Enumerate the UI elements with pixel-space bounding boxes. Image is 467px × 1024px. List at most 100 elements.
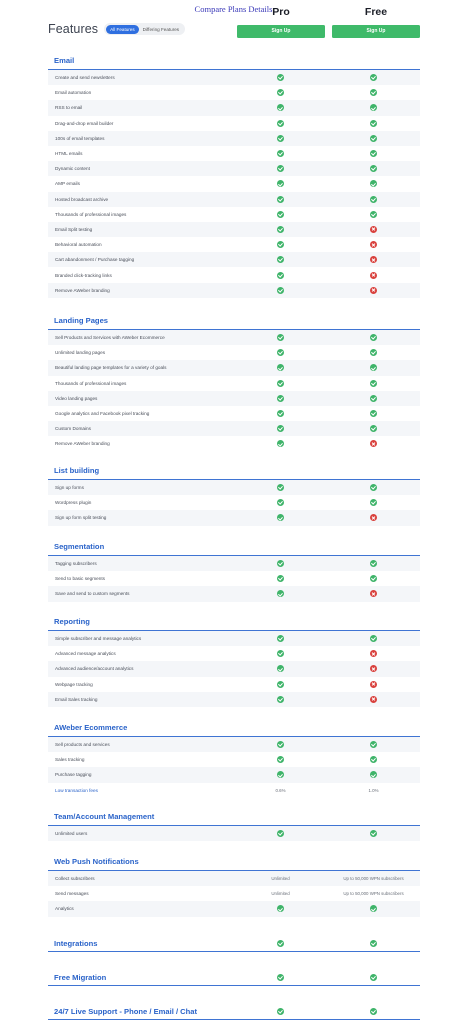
free-check-icon — [370, 410, 377, 418]
free-check-icon — [370, 334, 377, 342]
free-value: Up to 50,000 WPN subscribers — [343, 891, 404, 897]
feature-label: Sell products and services — [55, 742, 110, 748]
pro-check-icon — [277, 560, 284, 568]
features-title: Features — [48, 22, 99, 36]
table-row: Drag-and-drop email builder — [48, 116, 420, 131]
table-row: Behavioral automation — [48, 237, 420, 252]
feature-label: Advanced audience/account analytics — [55, 666, 134, 672]
inline-section-0: Integrations — [48, 935, 420, 952]
free-check-icon — [370, 905, 377, 913]
section-title: 24/7 Live Support - Phone / Email / Chat — [54, 1006, 198, 1016]
pro-check-icon — [277, 410, 284, 418]
pro-check-icon — [277, 635, 284, 643]
pro-check-icon — [277, 195, 284, 203]
plan-free: Free Sign Up — [332, 6, 420, 38]
feature-label: Branded click-tracking links — [55, 272, 112, 278]
table-row: Simple subscriber and message analytics — [48, 631, 420, 647]
free-check-icon — [370, 349, 377, 357]
feature-label: Unlimited landing pages — [55, 350, 106, 356]
feature-label: Sign up forms — [55, 485, 84, 491]
feature-label: HTML emails — [55, 151, 83, 157]
section-title: List building — [48, 466, 420, 480]
feature-label: Dynamic content — [55, 166, 90, 172]
section-title: Integrations — [54, 938, 98, 948]
table-row: Google analytics and Facebook pixel trac… — [48, 406, 420, 421]
feature-label: Save and send to custom segments — [55, 591, 130, 597]
pro-check-icon — [277, 225, 284, 233]
all-features-tab[interactable]: All Features — [106, 24, 139, 34]
table-row: RSS to email — [48, 100, 420, 116]
pro-check-icon — [277, 334, 284, 342]
pro-check-icon — [277, 271, 284, 279]
free-check-icon — [370, 150, 377, 158]
inline-section-2: 24/7 Live Support - Phone / Email / Chat — [48, 1003, 420, 1020]
table-row: Webpage tracking — [48, 677, 420, 692]
feature-label: Thousands of professional images — [55, 211, 127, 217]
pro-check-icon — [277, 210, 284, 218]
feature-label: 100s of email templates — [55, 135, 105, 141]
section-title: Email — [48, 56, 420, 70]
differing-features-tab[interactable]: Differing Features — [142, 26, 180, 32]
pro-check-icon — [277, 440, 284, 448]
free-cross-icon — [370, 650, 377, 658]
table-row: Wordpress plugin — [48, 495, 420, 510]
free-cross-icon — [370, 271, 377, 279]
free-check-icon — [370, 364, 377, 372]
free-value: Up to 50,000 WPN subscribers — [343, 876, 404, 882]
feature-label: Remove AWeber branding — [55, 287, 110, 293]
section-2: List building Sign up forms Wordpress plug… — [48, 466, 420, 526]
feature-label: Create and send newsletters — [55, 75, 115, 81]
free-check-icon — [370, 89, 377, 97]
pro-value: 0.6% — [275, 787, 286, 793]
section-4: Reporting Simple subscriber and message a… — [48, 617, 420, 707]
pro-sign-up-button[interactable]: Sign Up — [237, 25, 325, 38]
section-6: Team/Account Management Unlimited users — [48, 812, 420, 842]
pro-check-icon — [277, 425, 284, 433]
pro-check-icon — [277, 939, 284, 947]
pro-check-icon — [277, 74, 284, 82]
section-1: Landing Pages Sell Products and Services … — [48, 316, 420, 452]
section-title: AWeber Ecommerce — [48, 723, 420, 737]
free-cross-icon — [370, 665, 377, 673]
pro-check-icon — [277, 1007, 284, 1015]
feature-label: Collect subscribers — [55, 876, 95, 882]
free-check-icon — [370, 180, 377, 188]
free-check-icon — [370, 939, 377, 947]
feature-label: Advanced message analytics — [55, 651, 116, 657]
pro-check-icon — [277, 119, 284, 127]
section-title: Free Migration — [54, 972, 107, 982]
pro-check-icon — [277, 680, 284, 688]
table-row: Dynamic content — [48, 161, 420, 177]
free-check-icon — [370, 1007, 377, 1015]
section-rows: Simple subscriber and message analytics A… — [48, 631, 420, 707]
free-check-icon — [370, 74, 377, 82]
table-row: Tagging subscribers — [48, 556, 420, 572]
table-row: Sales tracking — [48, 752, 420, 767]
free-check-icon — [370, 104, 377, 112]
pro-check-icon — [277, 830, 284, 838]
free-cross-icon — [370, 440, 377, 448]
free-check-icon — [370, 119, 377, 127]
pro-check-icon — [277, 756, 284, 764]
pro-check-icon — [277, 134, 284, 142]
free-check-icon — [370, 195, 377, 203]
table-row: Thousands of professional images — [48, 207, 420, 222]
feature-label: Unlimited users — [55, 831, 88, 837]
plan-name-free: Free — [364, 6, 388, 18]
table-row: Custom Domains — [48, 421, 420, 437]
table-row: Video landing pages — [48, 390, 420, 406]
pro-check-icon — [277, 256, 284, 264]
feature-label: Sign up form split testing — [55, 515, 107, 521]
free-sign-up-button[interactable]: Sign Up — [332, 25, 420, 38]
free-check-icon — [370, 379, 377, 387]
table-row: Advanced audience/account analytics — [48, 661, 420, 677]
section-5: AWeber Ecommerce Sell products and servic… — [48, 723, 420, 798]
feature-label: Send messages — [55, 891, 89, 897]
feature-label: Cart abandonment / Purchase tagging — [55, 257, 135, 263]
free-cross-icon — [370, 241, 377, 249]
table-row: Sell Products and Services with AWeber E… — [48, 330, 420, 346]
free-cross-icon — [370, 256, 377, 264]
pro-check-icon — [277, 499, 284, 507]
section-rows: Sign up forms Wordpress plugin Sign up for… — [48, 480, 420, 526]
pro-check-icon — [277, 575, 284, 583]
